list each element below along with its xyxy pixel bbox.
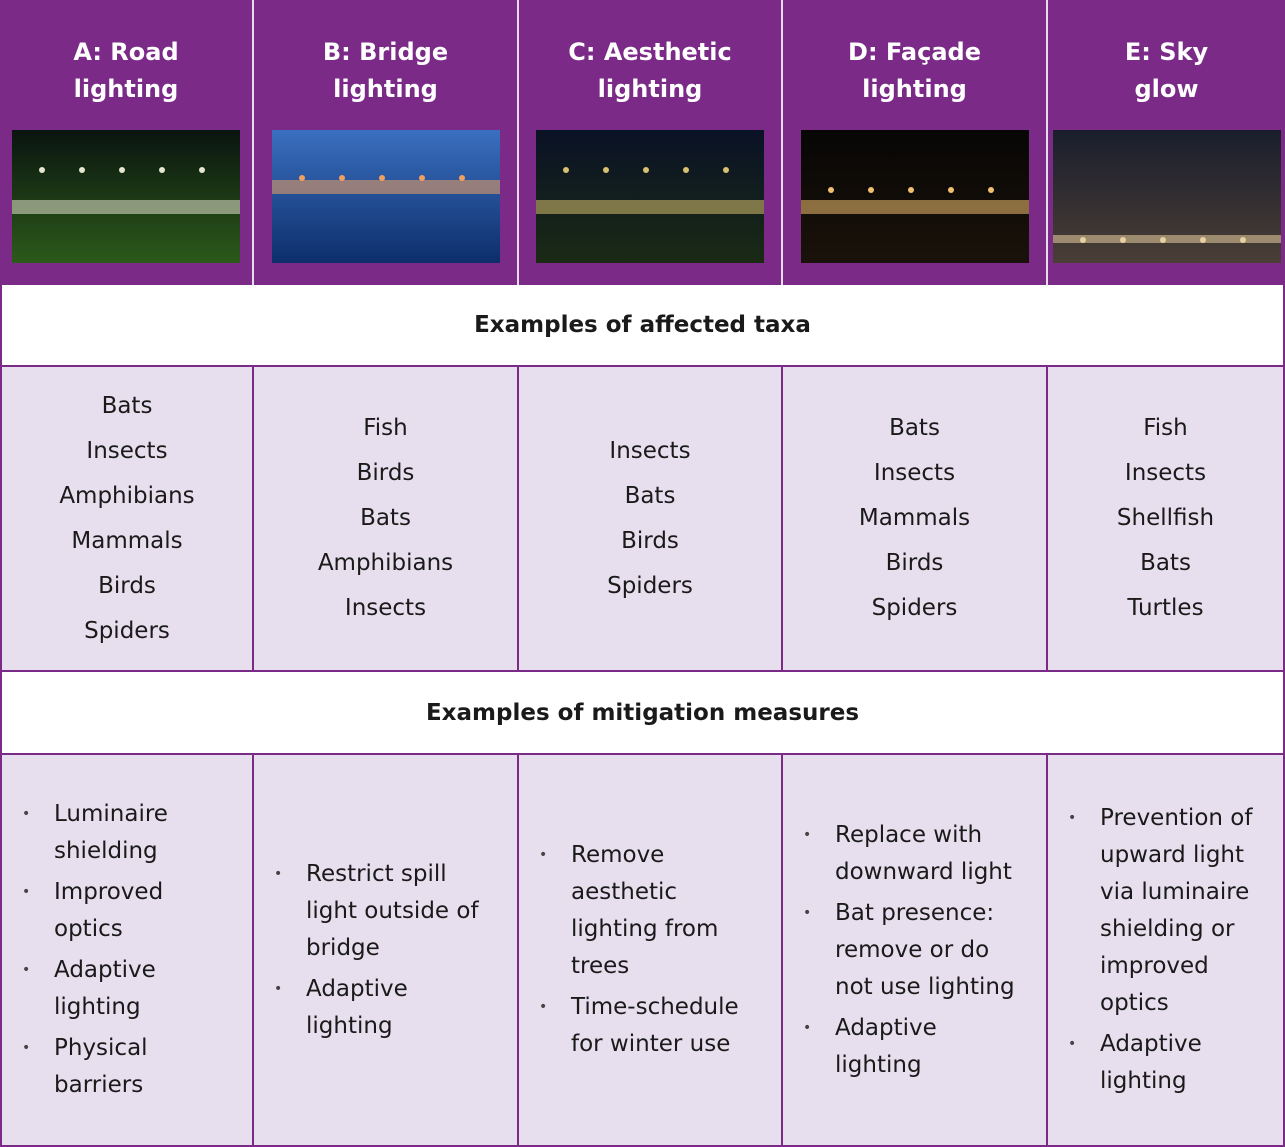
column-title: E: Sky glow	[1125, 34, 1208, 108]
photo	[536, 130, 764, 263]
column-title: D: Façade lighting	[848, 34, 981, 108]
measure-list: Prevention of upward light via luminaire…	[1048, 796, 1283, 1104]
taxon: Insects	[344, 595, 427, 621]
cell: Fish Birds Bats Amphibians Insects	[252, 367, 517, 670]
cell: Remove aesthetic lighting from treesTime…	[517, 755, 781, 1145]
title-line: E: Sky	[1124, 38, 1209, 66]
cell: Replace with downward lightBat presence:…	[781, 755, 1046, 1145]
measure: Restrict spill light outside of bridge	[274, 856, 501, 967]
taxon: Bats	[1140, 550, 1191, 576]
title-line: glow	[1134, 75, 1199, 103]
taxon: Bats	[889, 415, 940, 441]
cell: Bats Insects Amphibians Mammals Birds Spiders	[0, 367, 252, 670]
section-row: Bats Insects Amphibians Mammals Birds Spiders…	[0, 367, 1285, 672]
measure: Adaptive lighting	[803, 1010, 1030, 1084]
photo	[1052, 130, 1281, 263]
measure: Time-schedule for winter use	[539, 989, 765, 1063]
measure: Luminaire shielding	[22, 796, 236, 870]
taxon: Spiders	[871, 595, 958, 621]
taxon: Spiders	[607, 572, 693, 599]
column-title: A: Road lighting	[73, 34, 178, 108]
taxon: Amphibians	[59, 482, 195, 509]
measure: Improved optics	[22, 874, 236, 948]
taxon: Birds	[621, 527, 679, 554]
cell: Bats Insects Mammals Birds Spiders	[781, 367, 1046, 670]
photo	[800, 130, 1029, 263]
taxon: Insects	[873, 460, 956, 486]
taxon: Bats	[624, 482, 676, 509]
measure: Physical barriers	[22, 1030, 236, 1104]
header-cell: B: Bridge lighting	[252, 0, 517, 285]
taxon: Shellfish	[1116, 505, 1215, 531]
taxon: Spiders	[84, 617, 170, 644]
title-line: C: Aesthetic	[568, 38, 732, 66]
header-cell: D: Façade lighting	[781, 0, 1046, 285]
measure-list: Luminaire shieldingImproved opticsAdapti…	[2, 792, 252, 1108]
measure: Prevention of upward light via luminaire…	[1068, 800, 1267, 1022]
section-heading: Examples of mitigation measures	[0, 672, 1285, 755]
taxon: Turtles	[1127, 595, 1204, 621]
measure: Adaptive lighting	[274, 971, 501, 1045]
taxon: Bats	[360, 505, 411, 531]
measure-list: Replace with downward lightBat presence:…	[783, 813, 1046, 1088]
title-line: lighting	[73, 75, 179, 103]
column-title: B: Bridge lighting	[323, 34, 448, 108]
title-line: D: Façade	[848, 38, 981, 66]
taxon: Birds	[356, 460, 415, 486]
photo	[271, 130, 500, 263]
header-row: A: Road lighting B: Bridge lighting C: Aes…	[0, 0, 1285, 285]
cell: Insects Bats Birds Spiders	[517, 367, 781, 670]
cell: Luminaire shieldingImproved opticsAdapti…	[0, 755, 252, 1145]
taxon: Insects	[1124, 460, 1207, 486]
measure: Replace with downward light	[803, 817, 1030, 891]
column-title: C: Aesthetic lighting	[568, 34, 731, 108]
header-cell: C: Aesthetic lighting	[517, 0, 781, 285]
header-cell: A: Road lighting	[0, 0, 252, 285]
section-heading: Examples of affected taxa	[0, 285, 1285, 367]
measure-list: Restrict spill light outside of bridgeAd…	[254, 852, 517, 1049]
taxon: Amphibians	[317, 550, 454, 576]
taxon: Birds	[885, 550, 944, 576]
measure: Adaptive lighting	[22, 952, 236, 1026]
title-line: lighting	[862, 75, 967, 103]
taxon: Mammals	[858, 505, 971, 531]
taxon: Fish	[1143, 415, 1188, 441]
taxon: Insects	[86, 437, 168, 464]
title-line: lighting	[333, 75, 438, 103]
cell: Fish Insects Shellfish Bats Turtles	[1046, 367, 1285, 670]
photo	[12, 130, 240, 263]
measure-list: Remove aesthetic lighting from treesTime…	[519, 833, 781, 1067]
section-row: Luminaire shieldingImproved opticsAdapti…	[0, 755, 1285, 1147]
header-cell: E: Sky glow	[1046, 0, 1285, 285]
taxon: Insects	[609, 437, 691, 464]
taxon: Fish	[363, 415, 408, 441]
title-line: lighting	[597, 75, 703, 103]
taxon: Bats	[101, 392, 153, 419]
title-line: B: Bridge	[322, 38, 449, 66]
measure: Adaptive lighting	[1068, 1026, 1267, 1100]
title-line: A: Road	[73, 38, 179, 66]
measure: Bat presence: remove or do not use light…	[803, 895, 1030, 1006]
taxon: Birds	[98, 572, 156, 599]
cell: Restrict spill light outside of bridgeAd…	[252, 755, 517, 1145]
cell: Prevention of upward light via luminaire…	[1046, 755, 1285, 1145]
measure: Remove aesthetic lighting from trees	[539, 837, 765, 985]
taxon: Mammals	[71, 527, 183, 554]
